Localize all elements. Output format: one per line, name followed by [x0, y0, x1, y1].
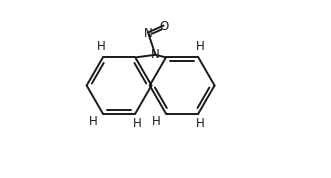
- Text: N: N: [144, 27, 153, 40]
- Text: O: O: [160, 20, 169, 33]
- Text: H: H: [152, 115, 161, 128]
- Text: H: H: [133, 117, 141, 130]
- Text: N: N: [151, 48, 160, 61]
- Text: H: H: [97, 40, 106, 53]
- Text: H: H: [89, 115, 98, 128]
- Text: H: H: [196, 117, 205, 130]
- Text: H: H: [196, 40, 205, 53]
